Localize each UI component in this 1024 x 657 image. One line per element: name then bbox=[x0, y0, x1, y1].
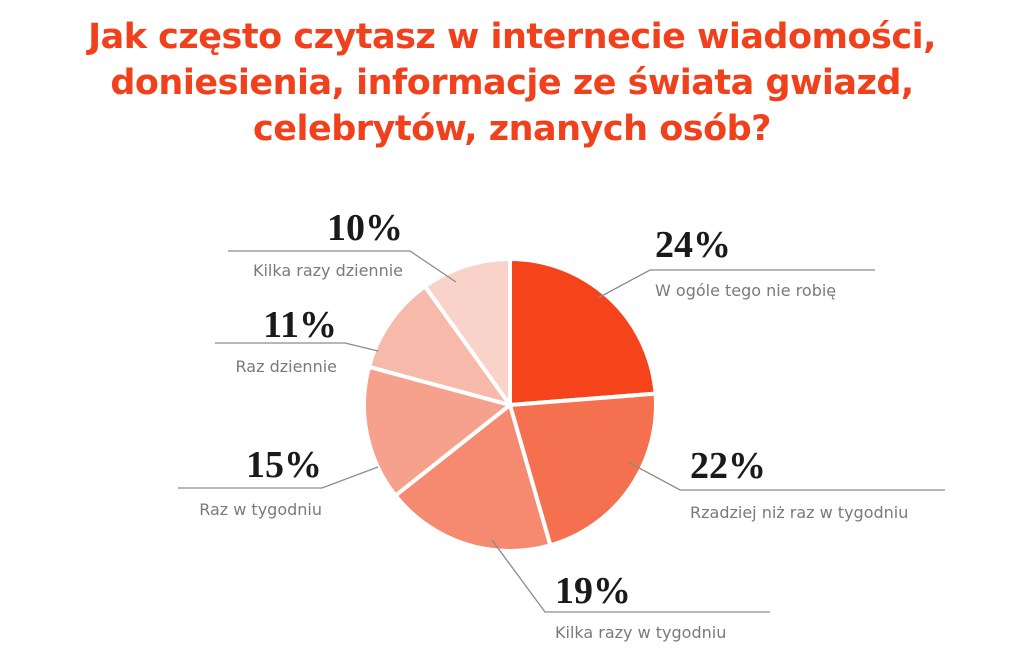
slice-percentage-label: 11% bbox=[263, 304, 337, 346]
leader-line bbox=[597, 269, 875, 299]
slice-category-label: Kilka razy w tygodniu bbox=[555, 623, 726, 642]
chart-title: Jak często czytasz w internecie wiadomoś… bbox=[0, 14, 1024, 152]
leader-line bbox=[491, 539, 770, 613]
slice-percentage-label: 15% bbox=[246, 444, 322, 486]
leader-line bbox=[627, 461, 945, 491]
slice-percentage-label: 10% bbox=[327, 207, 403, 249]
slice-percentage-label: 24% bbox=[655, 224, 731, 266]
leader-line bbox=[228, 250, 457, 283]
chart-title-line-2: doniesienia, informacje ze świata gwiazd… bbox=[110, 63, 914, 103]
pie-slice bbox=[422, 257, 512, 407]
pie-slice bbox=[367, 284, 512, 407]
slice-category-label: W ogóle tego nie robię bbox=[655, 281, 836, 300]
pie-slice bbox=[508, 391, 658, 548]
pie-slice bbox=[361, 364, 512, 498]
slice-category-label: Raz w tygodniu bbox=[199, 500, 322, 519]
chart-title-line-1: Jak często czytasz w internecie wiadomoś… bbox=[88, 17, 936, 57]
pie-slice bbox=[508, 257, 658, 407]
leader-line bbox=[178, 466, 379, 489]
slice-category-label: Kilka razy dziennie bbox=[253, 261, 403, 280]
slice-percentage-label: 22% bbox=[690, 445, 766, 487]
slice-percentage-label: 19% bbox=[555, 570, 631, 612]
slice-category-label: Raz dziennie bbox=[236, 357, 337, 376]
slice-category-label: Rzadziej niż raz w tygodniu bbox=[690, 503, 908, 522]
pie-slice bbox=[393, 403, 553, 553]
leader-line bbox=[215, 342, 379, 352]
chart-title-line-3: celebrytów, znanych osób? bbox=[253, 109, 771, 149]
